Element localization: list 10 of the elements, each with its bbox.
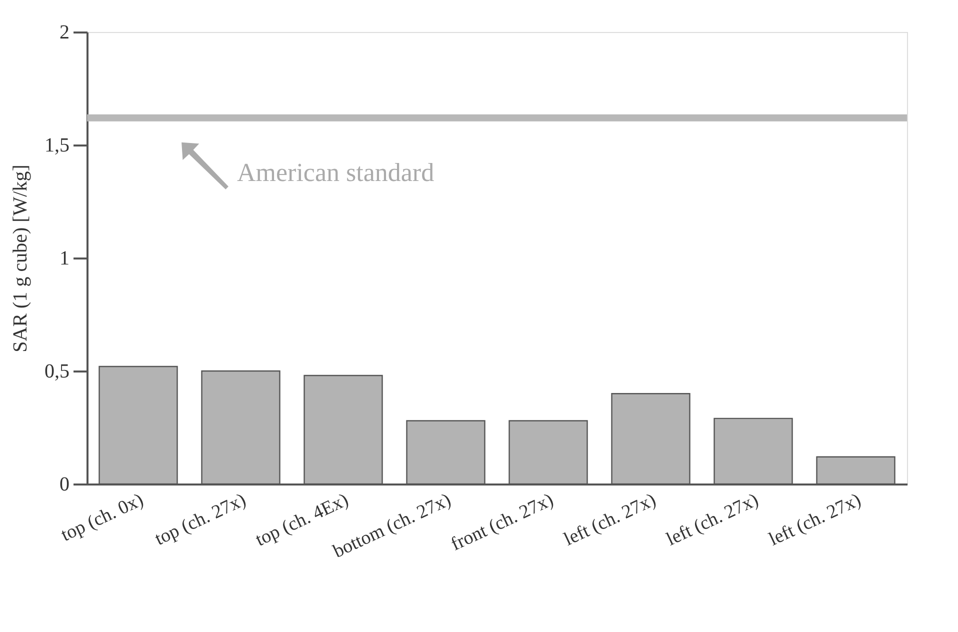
x-tick-label: top (ch. 27x) [152, 490, 250, 550]
legend-label: American standard [237, 158, 434, 187]
y-axis-title: SAR (1 g cube) [W/kg] [10, 164, 32, 352]
y-tick-label: 2 [60, 22, 70, 44]
y-tick-label: 1,5 [44, 134, 70, 156]
y-tick-label: 0,5 [44, 360, 70, 382]
x-tick-label: left (ch. 27x) [766, 490, 864, 550]
x-tick-label: left (ch. 27x) [560, 490, 660, 550]
x-tick-label: left (ch. 27x) [663, 490, 762, 550]
y-tick-label: 1 [60, 248, 70, 270]
